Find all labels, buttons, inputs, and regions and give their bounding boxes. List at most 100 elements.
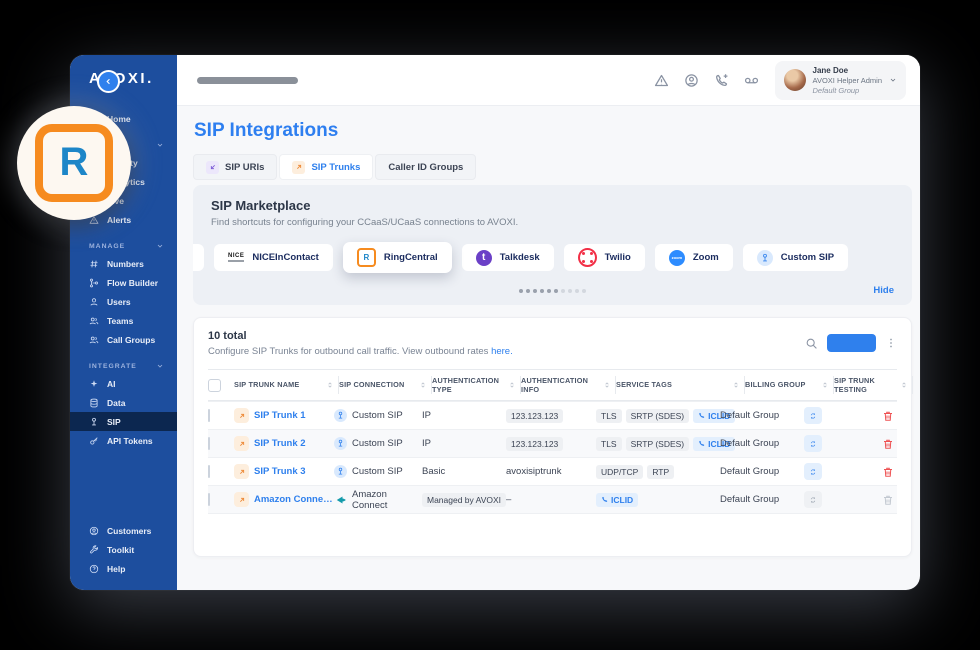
- sidebar-item-help[interactable]: Help: [70, 559, 177, 578]
- managed-chip: Managed by AVOXI: [422, 492, 507, 507]
- trunk-name-link[interactable]: Amazon Connect Trunk: [254, 494, 334, 505]
- page-title: SIP Integrations: [194, 120, 339, 141]
- support-user-icon[interactable]: [684, 73, 699, 88]
- sort-icon[interactable]: [603, 380, 611, 390]
- card-zoom[interactable]: zoom Zoom: [654, 244, 733, 271]
- carousel-dot[interactable]: [568, 289, 572, 293]
- phone-plus-icon[interactable]: [714, 73, 729, 88]
- hide-link[interactable]: Hide: [873, 285, 894, 296]
- sidebar-item-toolkit[interactable]: Toolkit: [70, 540, 177, 559]
- sidebar-item-call-groups[interactable]: Call Groups: [70, 330, 177, 349]
- sort-icon[interactable]: [900, 380, 908, 390]
- sort-icon[interactable]: [732, 380, 740, 390]
- hash-icon: [89, 259, 99, 269]
- row-checkbox[interactable]: [208, 437, 210, 450]
- tab-bar: SIP URIs SIP Trunks Caller ID Groups: [193, 154, 912, 180]
- sidebar-item-data[interactable]: Data: [70, 393, 177, 412]
- sidebar-item-api-tokens[interactable]: API Tokens: [70, 431, 177, 450]
- sidebar-section-manage[interactable]: MANAGE: [70, 238, 177, 254]
- outbound-rates-link[interactable]: here.: [491, 346, 513, 357]
- trunk-name-link[interactable]: SIP Trunk 1: [254, 410, 306, 421]
- iclid-tag: ICLID: [693, 436, 736, 451]
- carousel-dot[interactable]: [561, 289, 565, 293]
- refresh-icon: [810, 467, 816, 477]
- marketplace-subtitle: Find shortcuts for configuring your CCaa…: [211, 217, 519, 228]
- tab-sip-trunks[interactable]: SIP Trunks: [279, 154, 374, 180]
- sort-icon[interactable]: [419, 380, 427, 390]
- primary-action-button[interactable]: [827, 334, 876, 352]
- carousel-dot[interactable]: [547, 289, 551, 293]
- sidebar-item-teams[interactable]: Teams: [70, 311, 177, 330]
- carousel-dot[interactable]: [526, 289, 530, 293]
- row-checkbox[interactable]: [208, 493, 210, 506]
- carousel-dot[interactable]: [582, 289, 586, 293]
- sidebar-item-customers[interactable]: Customers: [70, 521, 177, 540]
- topbar: Jane Doe AVOXI Helper Admin Default Grou…: [177, 55, 920, 106]
- trash-icon: [882, 410, 894, 422]
- kebab-menu-icon[interactable]: [885, 337, 897, 349]
- sidebar-item-alerts[interactable]: Alerts: [70, 210, 177, 229]
- iclid-tag: ICLID: [596, 492, 639, 507]
- sidebar-collapse-button[interactable]: [97, 70, 120, 93]
- sidebar-item-users[interactable]: Users: [70, 292, 177, 311]
- partial-card[interactable]: [193, 244, 204, 271]
- sort-icon[interactable]: [326, 380, 334, 390]
- user-menu[interactable]: Jane Doe AVOXI Helper Admin Default Grou…: [774, 60, 906, 100]
- phone-icon: [698, 440, 705, 447]
- card-talkdesk[interactable]: t Talkdesk: [461, 244, 554, 271]
- trunk-name-link[interactable]: SIP Trunk 3: [254, 466, 306, 477]
- marketplace-title: SIP Marketplace: [211, 198, 311, 213]
- trunk-name-link[interactable]: SIP Trunk 2: [254, 438, 306, 449]
- carousel-dot[interactable]: [533, 289, 537, 293]
- sort-icon[interactable]: [508, 380, 516, 390]
- wrench-icon: [89, 545, 99, 555]
- talkdesk-logo-icon: t: [475, 249, 492, 266]
- sidebar-section-integrate[interactable]: INTEGRATE: [70, 358, 177, 374]
- ringcentral-badge: R: [17, 106, 131, 220]
- user-circle-icon: [89, 526, 99, 536]
- run-test-button[interactable]: [804, 407, 822, 424]
- carousel-dot[interactable]: [519, 289, 523, 293]
- service-tag: RTP: [647, 464, 675, 479]
- antenna-icon: [89, 417, 99, 427]
- carousel-dot[interactable]: [540, 289, 544, 293]
- delete-button[interactable]: [882, 410, 894, 422]
- database-icon: [89, 398, 99, 408]
- sidebar-item-home[interactable]: Home: [70, 109, 177, 128]
- phone-icon: [601, 496, 608, 503]
- tab-caller-id-groups[interactable]: Caller ID Groups: [375, 154, 477, 180]
- amazon-connect-icon: [334, 493, 347, 506]
- sidebar-item-sip[interactable]: SIP: [70, 412, 177, 431]
- delete-button[interactable]: [882, 438, 894, 450]
- user-role: AVOXI Helper Admin: [812, 75, 882, 85]
- card-ringcentral[interactable]: R RingCentral: [342, 242, 452, 273]
- help-circle-icon: [89, 564, 99, 574]
- chevron-down-icon: [156, 362, 164, 370]
- table-description: Configure SIP Trunks for outbound call t…: [208, 346, 513, 357]
- voicemail-icon[interactable]: [744, 73, 759, 88]
- sidebar-item-numbers[interactable]: Numbers: [70, 254, 177, 273]
- search-icon[interactable]: [805, 337, 818, 350]
- carousel-dot[interactable]: [575, 289, 579, 293]
- card-niceincontact[interactable]: NICE NICEInContact: [214, 244, 333, 271]
- ringcentral-logo-icon: R: [356, 248, 376, 267]
- sort-icon[interactable]: [821, 380, 829, 390]
- select-all-checkbox[interactable]: [208, 378, 221, 392]
- sidebar-item-flow-builder[interactable]: Flow Builder: [70, 273, 177, 292]
- card-twilio[interactable]: Twilio: [563, 244, 645, 271]
- zoom-logo-icon: zoom: [668, 249, 685, 266]
- row-checkbox[interactable]: [208, 465, 210, 478]
- card-custom-sip[interactable]: Custom SIP: [742, 244, 849, 271]
- chevron-left-icon: [104, 77, 113, 86]
- carousel-dot[interactable]: [554, 289, 558, 293]
- service-tag: SRTP (SDES): [625, 408, 690, 423]
- delete-button[interactable]: [882, 466, 894, 478]
- run-test-button[interactable]: [804, 463, 822, 480]
- run-test-button[interactable]: [804, 435, 822, 452]
- arrow-up-right-icon: [292, 160, 306, 174]
- page-content: SIP Integrations SIP URIs SIP Trunks Cal…: [177, 106, 920, 590]
- alert-triangle-icon[interactable]: [654, 73, 669, 88]
- row-checkbox[interactable]: [208, 409, 210, 422]
- sidebar-item-ai[interactable]: AI: [70, 374, 177, 393]
- tab-sip-uris[interactable]: SIP URIs: [193, 154, 278, 180]
